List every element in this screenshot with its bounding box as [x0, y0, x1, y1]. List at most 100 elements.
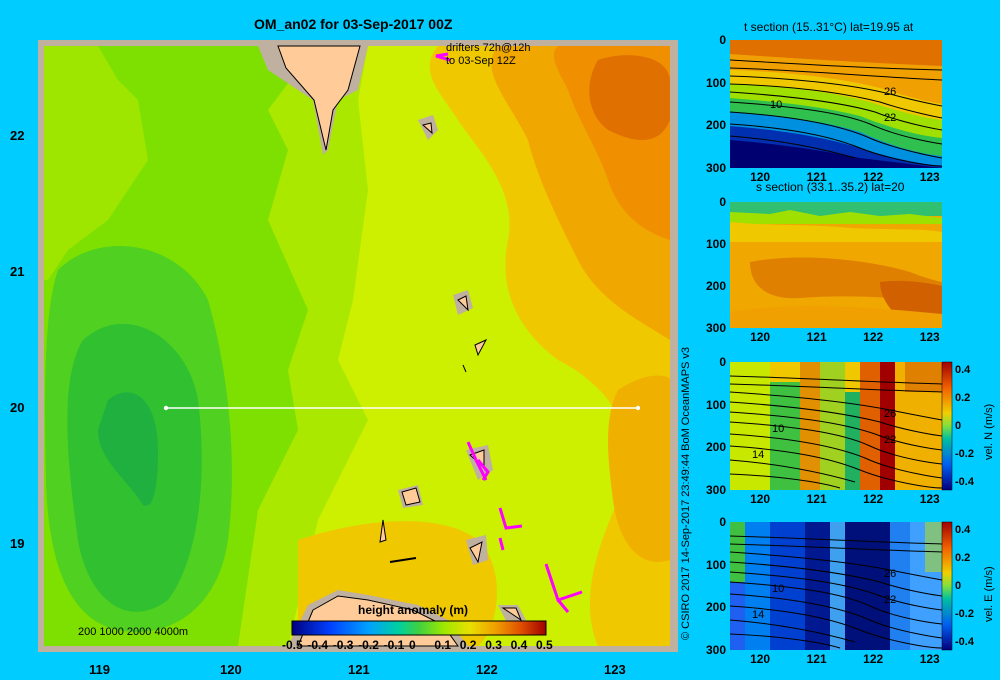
credit-text: © CSIRO 2017 14-Sep-2017 23:49:44 BoM Oc… [680, 346, 692, 640]
vel-colorbar-tick: -0.2 [955, 448, 974, 460]
vel-colorbar-tick: -0.2 [955, 608, 974, 620]
s-section-title: s section (33.1..35.2) lat=20 [756, 180, 905, 194]
section-xtick: 122 [863, 330, 884, 344]
section-ytick: 100 [705, 237, 726, 251]
section-xtick: 121 [806, 170, 827, 184]
shelf-luzon-ne [498, 605, 526, 625]
xtick-123: 123 [604, 662, 626, 677]
ytick-20: 20 [10, 400, 25, 415]
land-islet-1 [421, 122, 433, 135]
section-ytick: 200 [705, 279, 726, 293]
section-xtick: 120 [750, 652, 771, 666]
vel-colorbar-tick: -0.4 [955, 476, 974, 488]
vel-e-label: vel. E (m/s) [983, 566, 995, 622]
section-xtick: 120 [750, 330, 771, 344]
section-ytick: 200 [705, 118, 726, 133]
n-contour-26: 26 [884, 408, 897, 420]
section-xtick: 123 [919, 330, 940, 344]
main-map [38, 40, 678, 652]
vel-n-label: vel. N (m/s) [983, 403, 995, 460]
land-islet-2 [457, 295, 469, 312]
section-xtick: 121 [806, 330, 827, 344]
n-contour-22: 22 [884, 434, 897, 446]
colorbar-tick: -0.5 [282, 638, 303, 652]
ytick-19: 19 [10, 536, 25, 551]
n-contour-14: 14 [752, 449, 765, 461]
vel-colorbar-tick: 0.4 [955, 524, 971, 536]
vel-colorbar-tick: 0.2 [955, 392, 971, 404]
colorbar-label: height anomaly (m) [358, 603, 469, 617]
depth-legend: 200 1000 2000 4000m [78, 626, 189, 638]
section-line [163, 405, 641, 411]
colorbar-tick: -0.1 [383, 638, 405, 652]
drifter-label-line2: to 03-Sep 12Z [446, 55, 516, 67]
section-ytick: 300 [705, 483, 726, 497]
colorbar-tick: -0.4 [307, 638, 329, 652]
colorbar [291, 620, 547, 636]
land-islet-7 [379, 519, 387, 543]
section-xtick: 122 [863, 170, 884, 184]
section-xtick: 122 [863, 492, 884, 506]
e-contour-10: 10 [772, 583, 785, 595]
land-islet-6 [469, 541, 483, 564]
vel-colorbar-tick: -0.4 [955, 636, 974, 648]
section-ytick: 300 [705, 321, 726, 335]
contour-green-nw [44, 46, 148, 280]
section-ytick: 200 [705, 600, 726, 615]
colorbar-tick: 0.1 [434, 638, 452, 652]
xtick-120: 120 [220, 662, 242, 677]
e-contour-22: 22 [884, 594, 897, 606]
land-islet-3 [474, 338, 488, 357]
vel-e-colorbar [941, 521, 953, 651]
land-islet-5 [401, 487, 421, 506]
t-contour-10: 10 [770, 99, 783, 111]
xtick-122: 122 [476, 662, 498, 677]
contour-orange-se [608, 375, 670, 562]
section-xtick: 121 [806, 492, 827, 506]
section-ytick: 0 [719, 195, 726, 209]
section-xtick: 120 [750, 492, 771, 506]
section-xtick: 121 [806, 652, 827, 666]
colorbar-tick: 0.2 [459, 638, 477, 652]
ytick-21: 21 [10, 264, 25, 279]
section-ytick: 100 [705, 75, 726, 90]
land-islet-4 [462, 364, 467, 373]
colorbar-tick: 0.4 [510, 638, 528, 652]
section-ytick: 200 [705, 440, 726, 455]
e-contour-14: 14 [752, 609, 765, 621]
contour-green-min [98, 392, 158, 506]
colorbar-tick: 0 [409, 638, 416, 652]
xtick-121: 121 [348, 662, 370, 677]
section-xtick: 123 [919, 652, 940, 666]
colorbar-tick: -0.3 [332, 638, 354, 652]
vel-e-section-panel [729, 522, 943, 650]
ytick-22: 22 [10, 128, 25, 143]
n-contour-10: 10 [772, 423, 785, 435]
t-contour-22: 22 [884, 112, 897, 124]
section-ytick: 0 [719, 355, 726, 369]
section-xtick: 122 [863, 652, 884, 666]
section-ytick: 0 [719, 33, 726, 47]
colorbar-tick: -0.2 [358, 638, 379, 652]
section-ytick: 100 [705, 397, 726, 412]
vel-n-section-panel [729, 362, 943, 490]
t-section-title: t section (15..31°C) lat=19.95 at [744, 20, 914, 34]
colorbar-tick: 0.3 [485, 638, 502, 652]
section-xtick: 120 [750, 170, 771, 184]
vel-colorbar-tick: 0 [955, 580, 962, 592]
section-xtick: 123 [919, 170, 940, 184]
vel-colorbar-tick: 0.4 [955, 364, 971, 376]
section-ytick: 100 [705, 557, 726, 572]
e-contour-26: 26 [884, 568, 897, 580]
s-section-panel [730, 202, 942, 328]
colorbar-tick: 0.5 [536, 638, 553, 652]
t-section-panel [729, 40, 943, 168]
drifter-tracks [435, 52, 583, 613]
contour-orange-max [589, 55, 670, 140]
t-contour-26: 26 [884, 86, 897, 98]
vel-colorbar-tick: 0 [955, 420, 962, 432]
vel-n-colorbar [941, 361, 953, 491]
section-xtick: 123 [919, 492, 940, 506]
land-taiwan [277, 45, 361, 151]
land-luzon-ne [501, 607, 523, 622]
